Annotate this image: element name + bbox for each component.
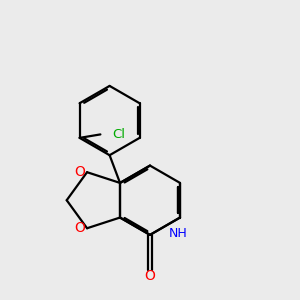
- Text: O: O: [145, 269, 155, 283]
- Text: O: O: [74, 221, 85, 235]
- Text: Cl: Cl: [112, 128, 125, 141]
- Text: NH: NH: [169, 227, 188, 240]
- Text: O: O: [74, 165, 85, 179]
